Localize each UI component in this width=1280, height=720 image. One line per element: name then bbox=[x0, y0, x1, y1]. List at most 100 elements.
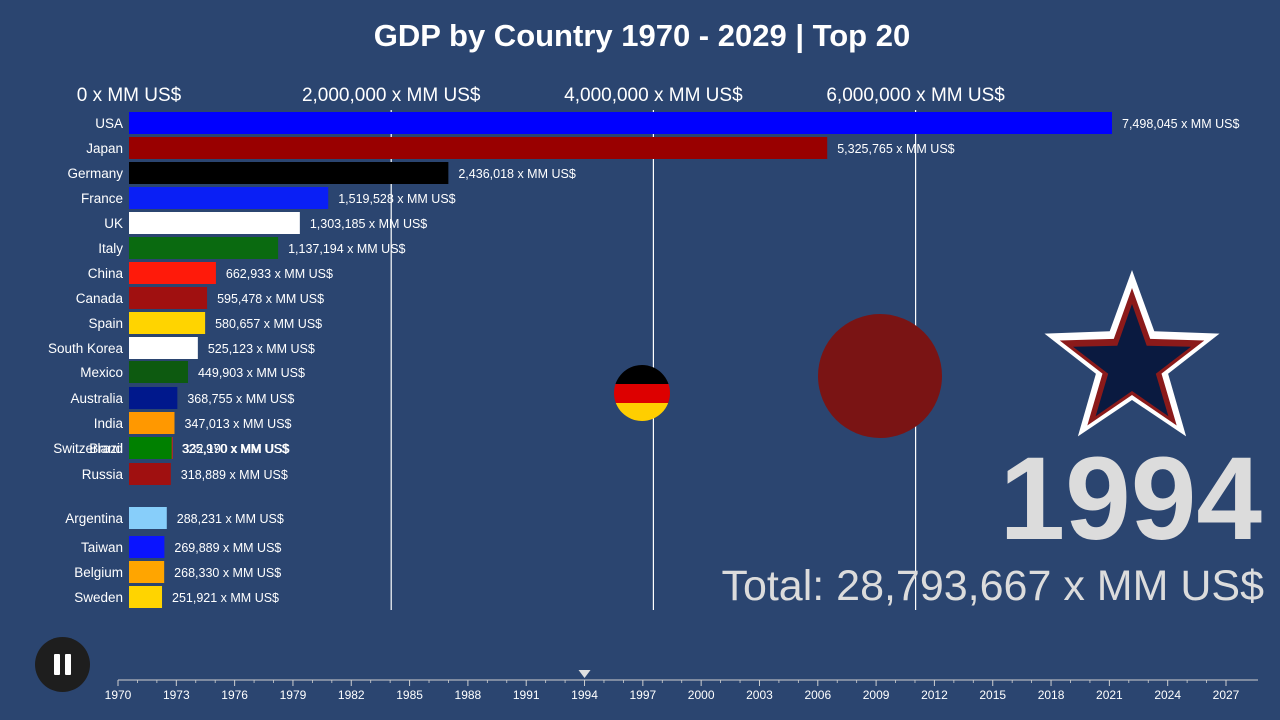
category-label: Taiwan bbox=[81, 540, 123, 555]
timeline-year-label: 1991 bbox=[513, 688, 540, 702]
value-label: 595,478 x MM US$ bbox=[217, 292, 324, 306]
timeline-year-label: 2015 bbox=[979, 688, 1006, 702]
bars bbox=[129, 112, 1112, 608]
timeline-year-label: 1970 bbox=[105, 688, 132, 702]
timeline-year-label: 2021 bbox=[1096, 688, 1123, 702]
category-label: Sweden bbox=[74, 590, 123, 605]
category-label: Argentina bbox=[65, 511, 123, 526]
pause-button[interactable] bbox=[35, 637, 90, 692]
pause-icon bbox=[54, 654, 60, 675]
category-label: Germany bbox=[67, 166, 123, 181]
value-label: 1,303,185 x MM US$ bbox=[310, 217, 427, 231]
category-label: UK bbox=[104, 216, 123, 231]
bar bbox=[129, 361, 188, 383]
category-label: Australia bbox=[70, 391, 123, 406]
value-label: 1,137,194 x MM US$ bbox=[288, 242, 405, 256]
category-label: India bbox=[94, 416, 124, 431]
bar bbox=[129, 162, 449, 184]
bar bbox=[129, 212, 300, 234]
bar bbox=[129, 463, 171, 485]
category-label: Mexico bbox=[80, 365, 123, 380]
value-label: 325,970 x MM US$ bbox=[182, 442, 289, 456]
bar bbox=[129, 262, 216, 284]
x-tick-label: 2,000,000 x MM US$ bbox=[302, 85, 481, 106]
timeline-ticks: 1970 1973 1976 1979 1982 1985 1988 1991 1994 1997… bbox=[105, 680, 1240, 702]
value-labels: 7,498,045 x MM US$ 5,325,765 x MM US$ 2,43… bbox=[172, 117, 1239, 605]
timeline-year-label: 1985 bbox=[396, 688, 423, 702]
timeline-year-label: 2000 bbox=[688, 688, 715, 702]
timeline-marker[interactable] bbox=[578, 670, 591, 678]
timeline-year-label: 2018 bbox=[1038, 688, 1065, 702]
bar bbox=[129, 237, 279, 259]
value-label: 268,330 x MM US$ bbox=[174, 566, 281, 580]
category-label: South Korea bbox=[48, 341, 124, 356]
timeline-year-label: 2027 bbox=[1213, 688, 1240, 702]
category-label: Russia bbox=[82, 467, 124, 482]
bar bbox=[129, 586, 163, 608]
bar bbox=[129, 536, 165, 558]
timeline-year-label: 1979 bbox=[280, 688, 307, 702]
category-labels: USA Japan Germany France UK Italy China Canada S… bbox=[48, 116, 124, 605]
bar bbox=[129, 387, 178, 409]
value-label: 1,519,528 x MM US$ bbox=[338, 192, 455, 206]
bar bbox=[129, 112, 1112, 134]
value-label: 332,190 x MM US$ bbox=[183, 442, 290, 456]
bar bbox=[129, 187, 329, 209]
timeline-year-label: 2009 bbox=[863, 688, 890, 702]
category-label: France bbox=[81, 191, 123, 206]
bar bbox=[129, 561, 165, 583]
x-tick-label: 4,000,000 x MM US$ bbox=[564, 85, 743, 106]
category-label: China bbox=[88, 266, 124, 281]
current-year: 1994 bbox=[999, 433, 1262, 565]
x-axis-labels: 0 x MM US$ 2,000,000 x MM US$ 4,000,000 x … bbox=[77, 85, 1006, 106]
x-tick-label: 6,000,000 x MM US$ bbox=[826, 85, 1005, 106]
value-label: 449,903 x MM US$ bbox=[198, 366, 305, 380]
category-label: Belgium bbox=[74, 565, 123, 580]
bar bbox=[129, 137, 828, 159]
value-label: 5,325,765 x MM US$ bbox=[837, 142, 954, 156]
category-label: Spain bbox=[88, 316, 123, 331]
timeline-year-label: 2003 bbox=[746, 688, 773, 702]
bar bbox=[129, 287, 208, 309]
timeline-slider[interactable]: 1970 1973 1976 1979 1982 1985 1988 1991 1994 1997… bbox=[0, 660, 1280, 720]
bar bbox=[129, 507, 167, 529]
timeline-year-label: 1997 bbox=[629, 688, 656, 702]
bar bbox=[129, 437, 172, 459]
value-label: 662,933 x MM US$ bbox=[226, 267, 333, 281]
bar bbox=[129, 312, 206, 334]
value-label: 288,231 x MM US$ bbox=[177, 512, 284, 526]
germany-flag-icon bbox=[614, 365, 670, 421]
value-label: 525,123 x MM US$ bbox=[208, 342, 315, 356]
value-label: 368,755 x MM US$ bbox=[187, 392, 294, 406]
timeline-year-label: 1973 bbox=[163, 688, 190, 702]
value-label: 7,498,045 x MM US$ bbox=[1122, 117, 1239, 131]
value-label: 2,436,018 x MM US$ bbox=[458, 167, 575, 181]
category-label: Japan bbox=[86, 141, 123, 156]
value-label: 318,889 x MM US$ bbox=[181, 468, 288, 482]
timeline-year-label: 1982 bbox=[338, 688, 365, 702]
timeline-year-label: 2024 bbox=[1154, 688, 1181, 702]
timeline-year-label: 2006 bbox=[804, 688, 831, 702]
japan-flag-icon bbox=[818, 314, 942, 438]
bar-chart: 0 x MM US$ 2,000,000 x MM US$ 4,000,000 x … bbox=[48, 85, 1239, 610]
value-label: 347,013 x MM US$ bbox=[184, 417, 291, 431]
timeline-year-label: 1994 bbox=[571, 688, 598, 702]
value-label: 251,921 x MM US$ bbox=[172, 591, 279, 605]
pause-icon-bar bbox=[65, 654, 71, 675]
x-tick-label: 0 x MM US$ bbox=[77, 85, 182, 106]
bar bbox=[129, 337, 198, 359]
value-label: 269,889 x MM US$ bbox=[174, 541, 281, 555]
category-label: Italy bbox=[98, 241, 123, 256]
total-gdp: Total: 28,793,667 x MM US$ bbox=[721, 562, 1264, 610]
star-icon bbox=[1044, 270, 1220, 437]
category-label: Brazil bbox=[89, 441, 123, 456]
timeline-year-label: 1988 bbox=[455, 688, 482, 702]
timeline-year-label: 2012 bbox=[921, 688, 948, 702]
category-label: Canada bbox=[76, 291, 124, 306]
bar bbox=[129, 412, 175, 434]
category-label: Switzerland bbox=[53, 441, 123, 456]
category-label: USA bbox=[95, 116, 123, 131]
timeline-year-label: 1976 bbox=[221, 688, 248, 702]
value-label: 580,657 x MM US$ bbox=[215, 317, 322, 331]
chart-title: GDP by Country 1970 - 2029 | Top 20 bbox=[373, 18, 911, 53]
